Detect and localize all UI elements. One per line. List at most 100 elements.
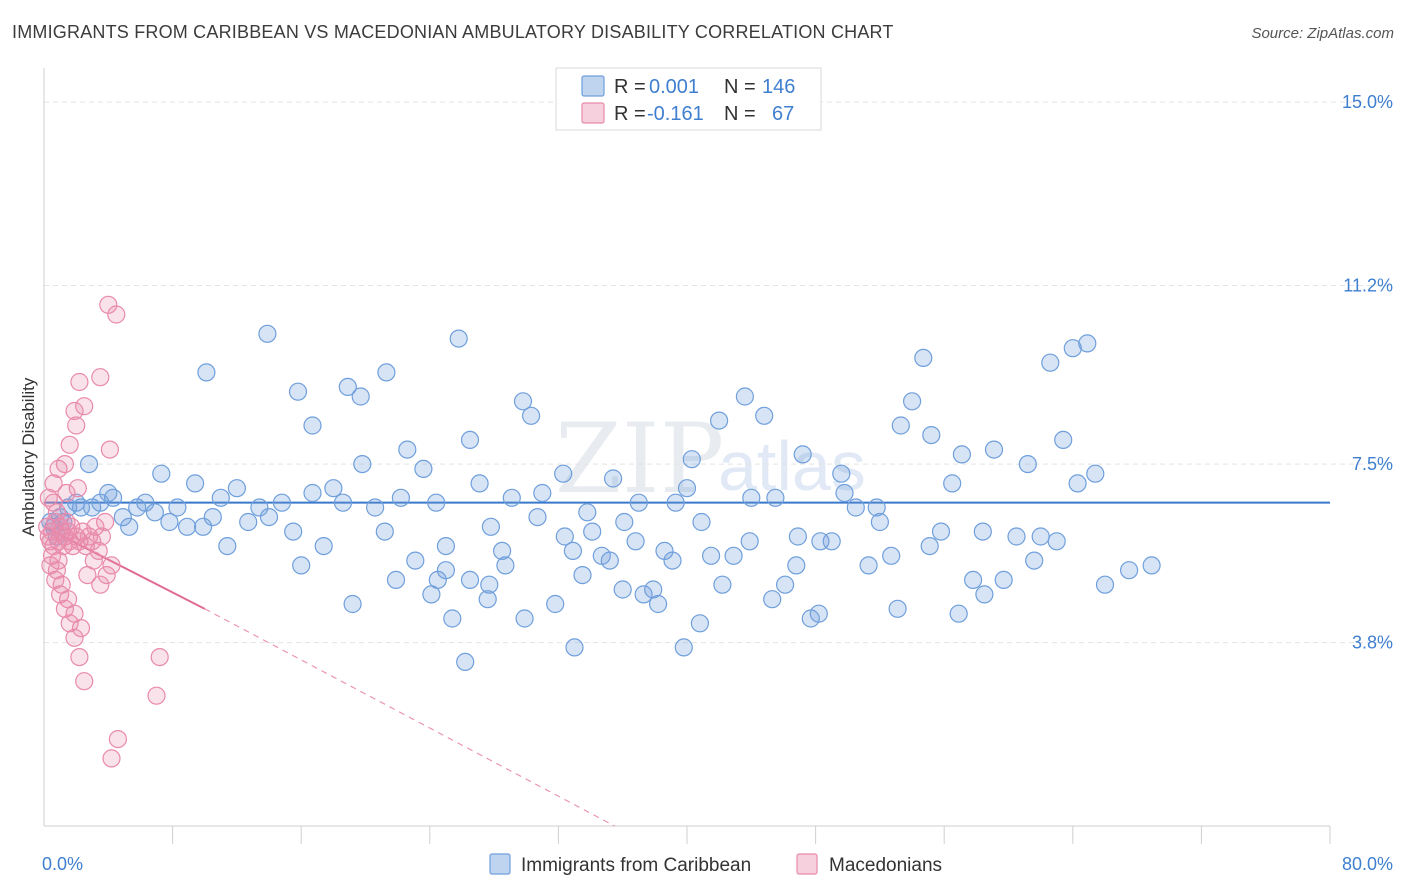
macedonian-point-58	[150, 647, 169, 667]
caribbean-point-24	[203, 507, 222, 527]
caribbean-point-143	[994, 570, 1013, 590]
macedonian-point-65	[95, 512, 115, 532]
caribbean-point-40	[366, 498, 385, 517]
caribbean-point-97	[943, 474, 962, 493]
caribbean-point-12	[103, 488, 123, 507]
legend-swatch-macedonian[interactable]	[796, 853, 818, 875]
caribbean-point-18	[152, 464, 171, 483]
caribbean-point-102	[1007, 527, 1026, 546]
caribbean-point-153	[565, 638, 584, 657]
caribbean-point-147	[1095, 575, 1115, 594]
macedonian-point-64	[68, 479, 87, 498]
caribbean-point-41	[375, 522, 394, 541]
caribbean-point-110	[197, 363, 216, 382]
macedonian-point-6	[47, 503, 67, 522]
caribbean-point-132	[713, 575, 732, 594]
caribbean-point-52	[480, 575, 499, 594]
caribbean-point-37	[333, 493, 353, 512]
macedonian-point-66	[49, 551, 68, 570]
caribbean-point-87	[832, 464, 851, 483]
macedonian-point-38	[65, 628, 84, 647]
macedonian-point-30	[60, 435, 79, 454]
caribbean-point-16	[136, 493, 155, 512]
caribbean-point-148	[1119, 561, 1139, 580]
macedonian-point-21	[79, 527, 99, 546]
stats-n-label-caribbean: N =	[724, 76, 756, 98]
macedonian-point-52	[70, 372, 89, 392]
caribbean-point-77	[735, 387, 755, 406]
caribbean-point-121	[481, 517, 500, 536]
stats-r-label-caribbean: R =	[614, 76, 646, 98]
caribbean-point-62	[583, 522, 602, 541]
bottom-legend: Immigrants from Caribbean Macedonians	[489, 853, 942, 876]
caribbean-point-126	[578, 503, 597, 522]
caribbean-point-35	[314, 536, 333, 556]
caribbean-point-150	[428, 570, 447, 590]
caribbean-point-142	[973, 522, 992, 541]
caribbean-point-70	[663, 551, 682, 570]
caribbean-point-73	[692, 512, 711, 532]
caribbean-point-136	[809, 604, 828, 623]
caribbean-point-34	[303, 483, 322, 503]
caribbean-point-51	[470, 474, 489, 493]
caribbean-point-129	[648, 594, 668, 614]
caribbean-point-120	[460, 430, 480, 449]
caribbean-point-50	[460, 570, 480, 590]
caribbean-point-151	[456, 652, 475, 672]
caribbean-point-86	[822, 532, 841, 551]
macedonian-point-55	[91, 368, 110, 387]
macedonian-point-40	[75, 672, 94, 691]
caribbean-point-28	[239, 512, 258, 532]
y-axis-title: Ambulatory Disability	[19, 377, 38, 536]
caribbean-point-125	[554, 464, 573, 483]
caribbean-point-140	[920, 536, 939, 556]
stats-r-label-macedonian: R =	[614, 103, 646, 125]
caribbean-point-106	[1054, 430, 1073, 449]
tick-labels: 3.8% 7.5% 11.2% 15.0% 0.0% 80.0%	[42, 92, 1393, 874]
caribbean-point-95	[922, 426, 941, 445]
macedonian-point-61	[102, 749, 121, 768]
caribbean-point-44	[406, 551, 425, 570]
caribbean-point-154	[613, 580, 632, 599]
macedonian-point-37	[60, 614, 79, 633]
macedonian-point-62	[44, 493, 63, 512]
caribbean-point-93	[902, 392, 922, 411]
watermark-zip: ZIP	[555, 403, 724, 515]
caribbean-point-98	[952, 445, 972, 464]
stats-legend-frame	[555, 67, 822, 131]
caribbean-point-108	[1078, 334, 1097, 353]
legend-swatch-caribbean[interactable]	[489, 853, 511, 875]
y-tick-label-0: 3.8%	[1352, 633, 1393, 653]
stats-n-value-caribbean: 146	[762, 76, 795, 98]
caribbean-point-49	[449, 329, 468, 348]
caribbean-point-26	[218, 536, 237, 556]
caribbean-point-137	[835, 483, 854, 503]
macedonian-point-15	[62, 517, 81, 536]
caribbean-point-19	[160, 512, 179, 532]
caribbean-point-96	[931, 522, 951, 541]
caribbean-point-39	[353, 455, 372, 474]
caribbean-point-72	[682, 450, 701, 469]
legend-label-caribbean[interactable]: Immigrants from Caribbean	[521, 855, 751, 876]
stats-r-value-macedonian: -0.161	[647, 103, 704, 125]
caribbean-point-80	[766, 488, 785, 507]
caribbean-point-48	[443, 609, 462, 628]
caribbean-point-123	[515, 609, 534, 628]
macedonian-point-31	[67, 416, 86, 435]
caribbean-point-91	[882, 546, 901, 565]
caribbean-point-146	[1068, 474, 1087, 493]
caribbean-point-23	[194, 517, 213, 536]
caribbean-point-116	[377, 363, 396, 382]
macedonian-point-54	[107, 305, 126, 324]
caribbean-point-55	[513, 392, 533, 411]
macedonian-point-49	[91, 575, 110, 594]
caribbean-point-111	[258, 324, 277, 343]
macedonian-point-63	[57, 483, 76, 503]
caribbean-point-79	[755, 406, 774, 425]
caribbean-point-109	[1086, 464, 1105, 483]
caribbean-point-99	[963, 570, 983, 590]
y-tick-label-2: 11.2%	[1343, 276, 1393, 296]
legend-label-macedonian[interactable]: Macedonians	[829, 855, 942, 876]
macedonian-point-29	[55, 455, 75, 474]
